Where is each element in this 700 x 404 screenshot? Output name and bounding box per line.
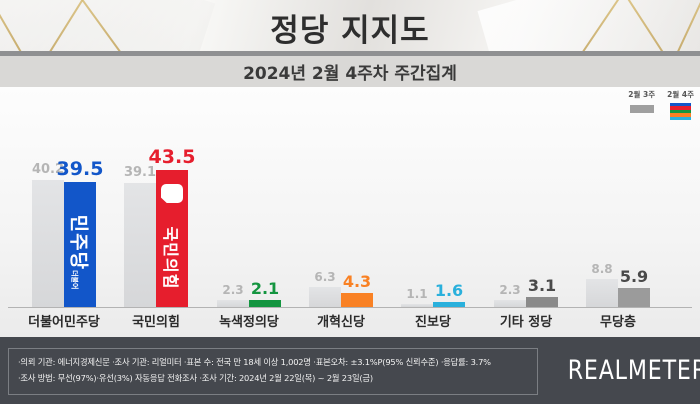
category-label: 개혁신당 <box>317 315 365 330</box>
value-label-prev-week: 8.8 <box>591 262 613 276</box>
value-label-prev-week: 2.3 <box>499 283 521 297</box>
ppp-logo-symbol <box>161 184 183 203</box>
legend-item-prev-week: 2월 3주 <box>628 89 655 120</box>
value-label-cur-week: 3.1 <box>527 276 557 295</box>
legend-swatch-cur-week <box>670 103 692 120</box>
value-label-prev-week: 40.2 <box>31 162 65 177</box>
value-label-cur-week: 5.9 <box>619 267 649 286</box>
methodology-line-1: ·의뢰 기관: 에너지경제신문 ·조사 기관: 리얼미터 ·표본 수: 전국 만… <box>18 357 491 367</box>
chart-subtitle: 2024년 2월 4주차 주간집계 <box>243 64 457 84</box>
page-title: 정당 지지도 <box>270 13 430 49</box>
footer: ·의뢰 기관: 에너지경제신문 ·조사 기관: 리얼미터 ·표본 수: 전국 만… <box>0 337 700 404</box>
legend-stripe <box>670 106 692 110</box>
legend-label-prev-week: 2월 3주 <box>628 90 656 99</box>
x-axis-line <box>8 307 692 308</box>
value-label-cur-week: 39.5 <box>56 158 104 180</box>
value-label-prev-week: 2.3 <box>222 283 244 297</box>
bar-cur-week <box>341 293 373 307</box>
category-label: 무당층 <box>600 315 636 330</box>
category-label: 기타 정당 <box>499 315 553 330</box>
value-label-cur-week: 2.1 <box>250 279 280 298</box>
minjoo-logo-small: 더불어 <box>70 270 79 290</box>
bar-cur-week: 국민의힘 <box>156 170 188 307</box>
legend-swatch-prev-week <box>629 105 654 113</box>
header-banner: 정당 지지도 <box>0 0 700 51</box>
value-label-prev-week: 6.3 <box>314 270 336 284</box>
legend-stripe <box>670 116 692 120</box>
bar-prev-week <box>124 183 156 307</box>
legend: 2월 3주 2월 4주 <box>628 89 694 120</box>
bar-chart: 2월 3주 2월 4주 민주당더불어 40.2 39.5 더불어민주당 국민의힘 39.1… <box>0 87 700 337</box>
bar-prev-week <box>32 180 64 307</box>
legend-stripe <box>670 113 692 117</box>
category-label: 더불어민주당 <box>28 315 100 330</box>
bar-cur-week <box>526 297 558 307</box>
bar-cur-week <box>618 288 650 307</box>
header-divider <box>0 51 700 56</box>
bar-cur-week <box>433 302 465 307</box>
category-label: 녹색정의당 <box>219 315 279 330</box>
legend-stripe <box>670 103 692 107</box>
legend-label-cur-week: 2월 4주 <box>667 90 694 99</box>
bar-prev-week <box>401 304 433 307</box>
legend-stripe <box>670 109 692 114</box>
legend-item-cur-week: 2월 4주 <box>667 89 694 120</box>
subtitle-band: 2024년 2월 4주차 주간집계 <box>0 56 700 87</box>
bar-prev-week <box>494 300 526 307</box>
minjoo-party-logo-text: 민주당더불어 <box>67 215 94 290</box>
bar-prev-week <box>309 287 341 307</box>
value-label-prev-week: 1.1 <box>406 287 428 301</box>
value-label-cur-week: 4.3 <box>342 272 372 291</box>
bar-prev-week <box>217 300 249 307</box>
realmeter-logo: REALMETER <box>567 355 700 386</box>
methodology-box: ·의뢰 기관: 에너지경제신문 ·조사 기관: 리얼미터 ·표본 수: 전국 만… <box>8 348 538 395</box>
value-label-cur-week: 1.6 <box>434 281 464 300</box>
bar-cur-week: 민주당더불어 <box>64 182 96 307</box>
value-label-cur-week: 43.5 <box>148 146 196 168</box>
value-label-prev-week: 39.1 <box>123 165 157 180</box>
methodology-line-2: ·조사 방법: 무선(97%)·유선(3%) 자동응답 전화조사 ·조사 기간:… <box>18 372 373 383</box>
minjoo-logo-main: 민주당 <box>67 214 90 271</box>
category-label: 진보당 <box>415 315 451 330</box>
bar-cur-week <box>249 300 281 307</box>
category-label: 국민의힘 <box>132 315 180 330</box>
ppp-party-logo-text: 국민의힘 <box>161 226 180 290</box>
bar-prev-week <box>586 279 618 307</box>
